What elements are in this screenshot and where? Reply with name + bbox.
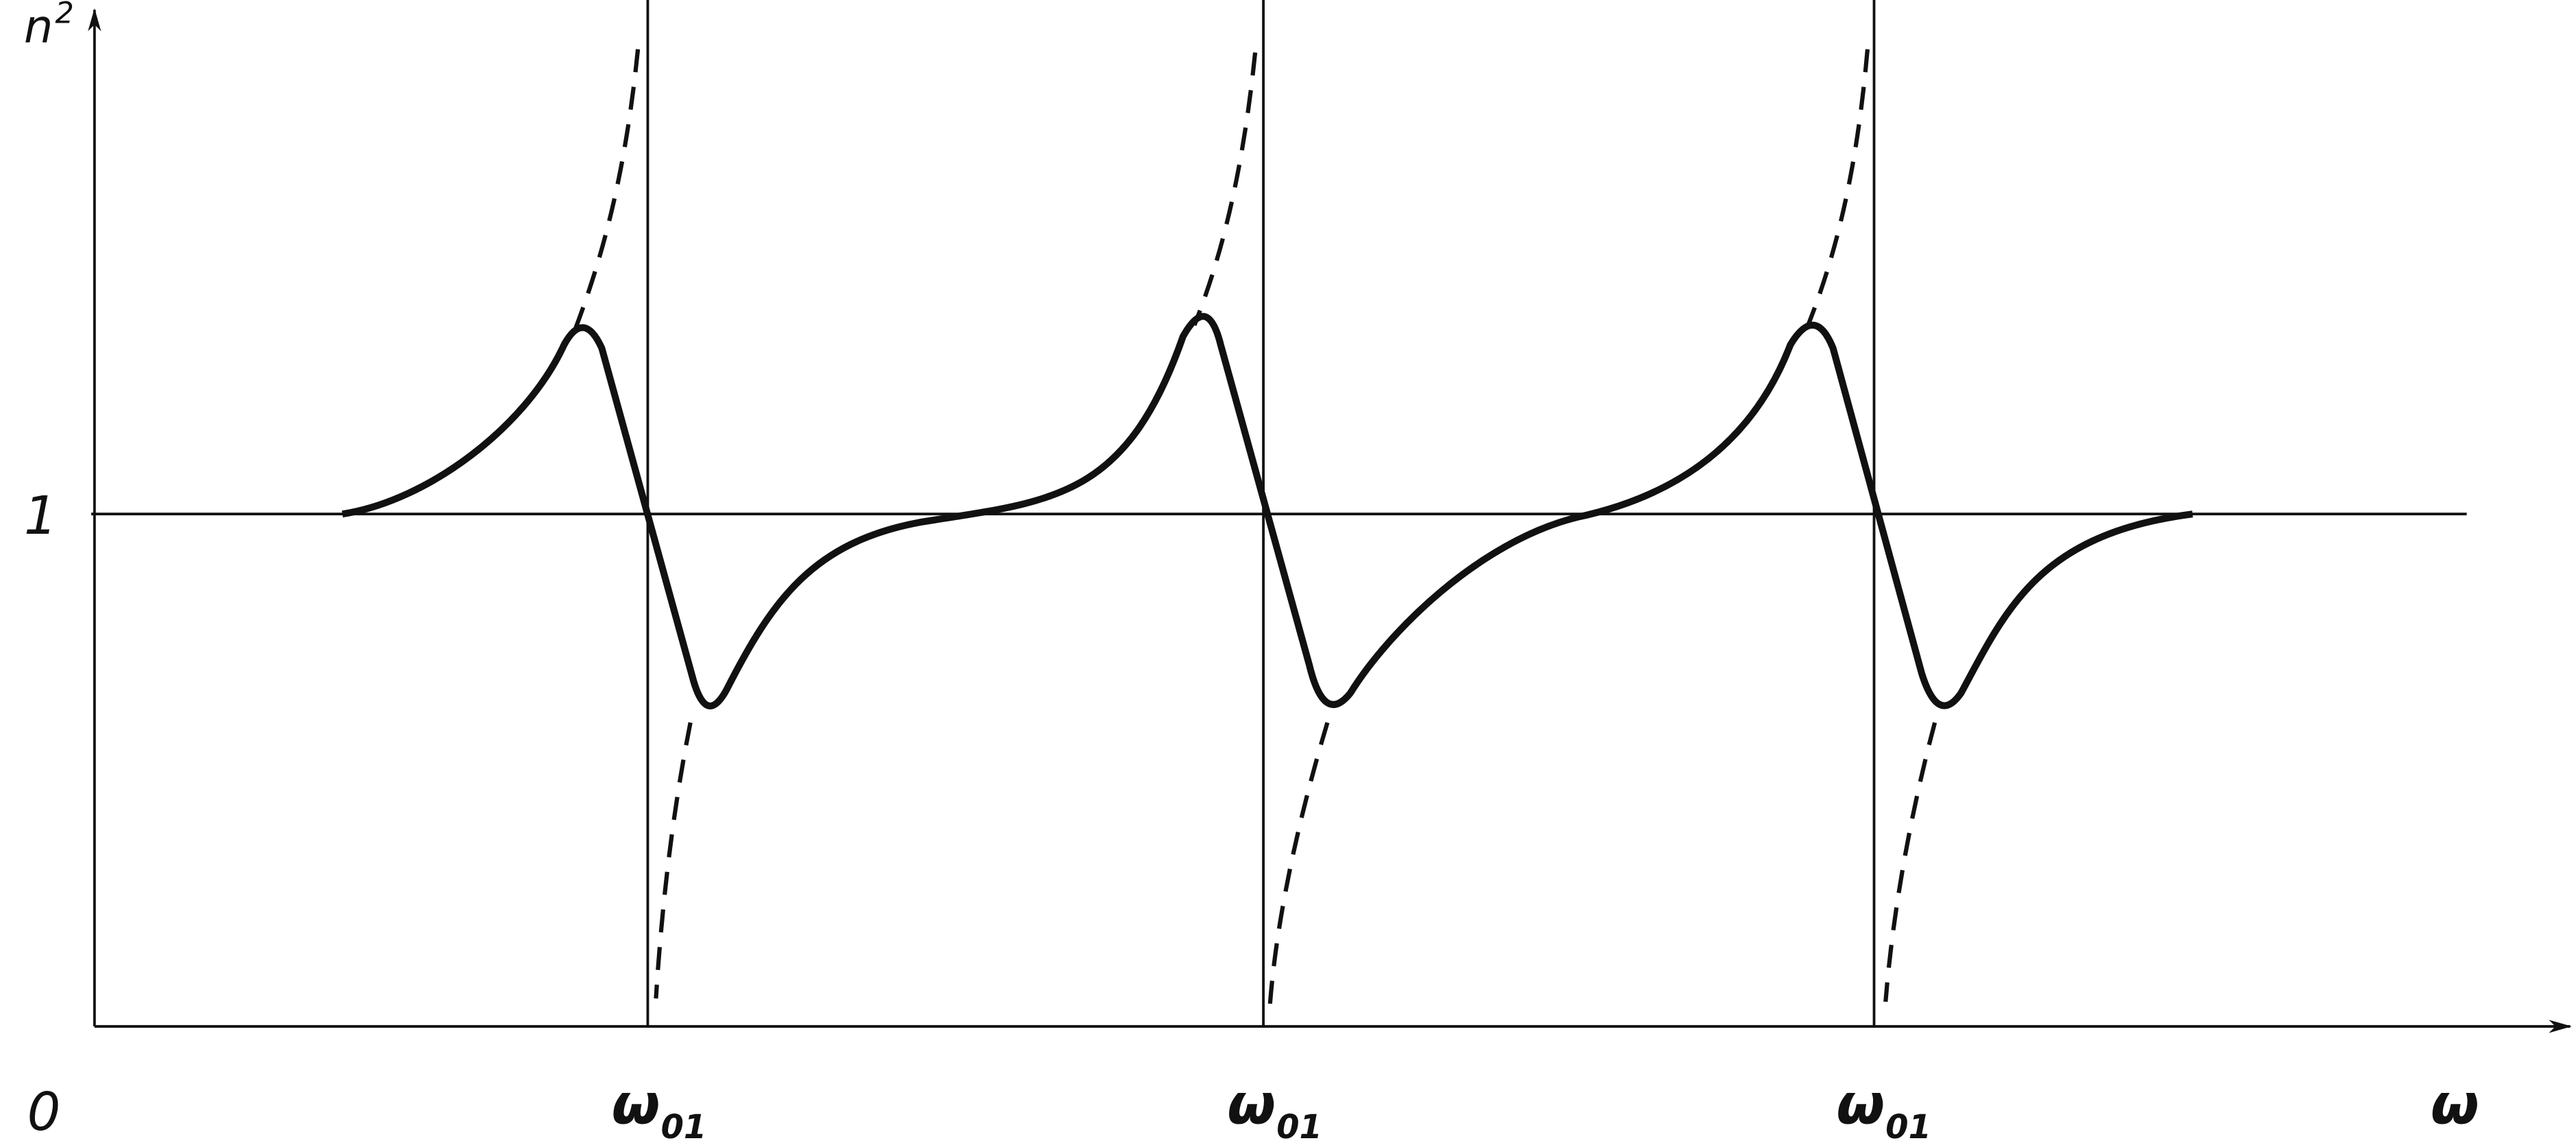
resonance-label: ω — [1836, 1072, 1885, 1137]
resonance-label-subscript: 01 — [1885, 1109, 1931, 1143]
origin-label: 0 — [27, 1082, 61, 1143]
resonance-label-subscript: 01 — [661, 1109, 707, 1143]
dashed-curve — [573, 49, 641, 329]
resonance-label-subscript: 01 — [1276, 1109, 1322, 1143]
dashed-curve — [1883, 722, 1937, 1002]
dashed-curve — [654, 722, 693, 999]
dashed-curve — [1192, 52, 1258, 327]
dashed-curve — [1267, 722, 1330, 1006]
dashed-curve — [1804, 49, 1870, 329]
x-axis-label: ω — [2431, 1072, 2479, 1137]
y-axis-label-superscript: 2 — [55, 0, 73, 31]
unity-label: 1 — [24, 486, 58, 547]
dispersion-curve — [342, 313, 2193, 709]
resonance-label: ω — [612, 1072, 660, 1137]
y-axis-label: n — [24, 0, 53, 54]
resonance-label: ω — [1227, 1072, 1276, 1137]
